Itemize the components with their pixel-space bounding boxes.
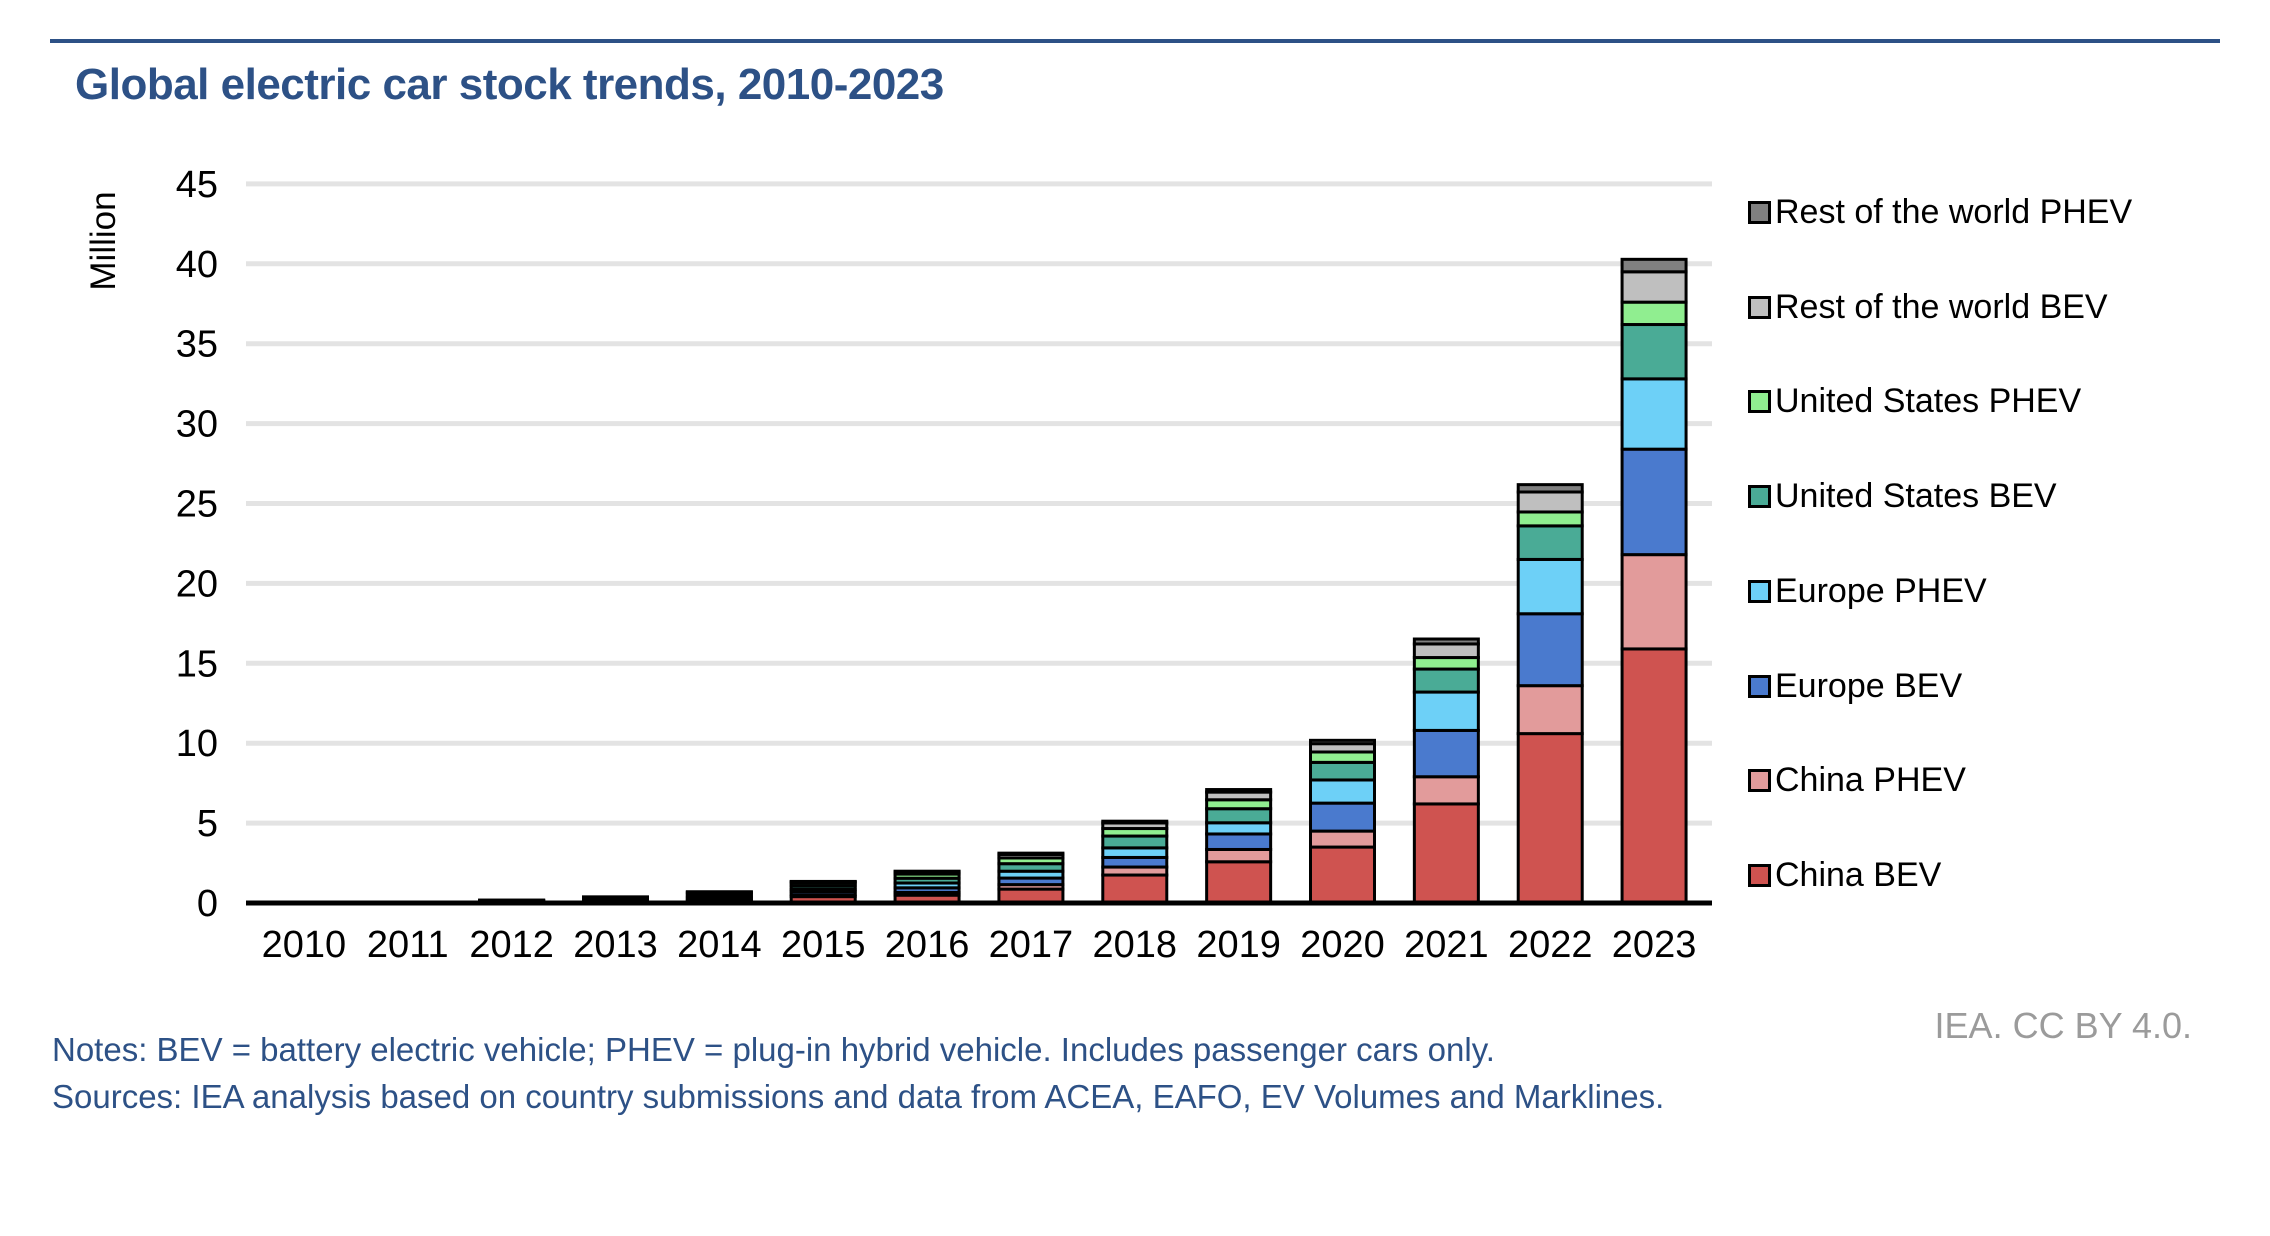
legend-label: China BEV	[1775, 855, 1942, 894]
legend-label: Europe PHEV	[1775, 571, 1987, 610]
bar-segment-2018-united-states-bev	[1101, 834, 1169, 850]
legend-swatch-europe-bev	[1748, 674, 1771, 698]
bar-segment-2017-rest-of-the-world-phev	[997, 851, 1065, 856]
sources-line: Sources: IEA analysis based on country s…	[52, 1078, 1665, 1115]
y-tick-label: 40	[176, 244, 218, 286]
bar-segment-2022-china-phev	[1516, 684, 1584, 736]
legend-label: Europe BEV	[1775, 666, 1963, 705]
bar-segment-2022-rest-of-the-world-bev	[1516, 490, 1584, 514]
x-tick-label: 2012	[469, 924, 554, 966]
bar-segment-2022-rest-of-the-world-phev	[1516, 483, 1584, 494]
bar-segment-2023-europe-phev	[1620, 377, 1688, 451]
legend-label: United States PHEV	[1775, 382, 2082, 421]
bar-segment-2020-united-states-phev	[1309, 750, 1376, 764]
x-tick-label: 2023	[1612, 924, 1697, 966]
bar-segment-2021-europe-phev	[1412, 690, 1480, 732]
bar-segment-2020-china-phev	[1309, 829, 1376, 849]
x-tick-label: 2020	[1300, 924, 1385, 966]
legend-swatch-united-states-phev	[1748, 390, 1771, 414]
bar-segment-2021-china-bev	[1412, 802, 1480, 905]
y-tick-label: 10	[176, 723, 218, 765]
bar-segment-2022-united-states-phev	[1516, 510, 1584, 528]
top-divider	[50, 39, 2220, 43]
bar-segment-2019-europe-phev	[1205, 821, 1273, 836]
legend-item-united-states-bev: United States BEV	[1748, 477, 2248, 516]
legend-label: United States BEV	[1775, 477, 2057, 516]
bar-segment-2021-united-states-bev	[1412, 667, 1480, 694]
y-tick-label: 0	[197, 883, 218, 925]
bar-segment-2016-rest-of-the-world-phev	[893, 869, 961, 874]
x-tick-label: 2015	[781, 924, 866, 966]
legend-item-europe-phev: Europe PHEV	[1748, 572, 2248, 611]
x-tick-label: 2013	[573, 924, 658, 966]
legend-item-united-states-phev: United States PHEV	[1748, 382, 2248, 421]
bar-segment-2020-united-states-bev	[1309, 760, 1376, 782]
legend-item-china-phev: China PHEV	[1748, 761, 2248, 800]
bar-segment-2019-china-bev	[1205, 860, 1273, 905]
footnotes: Notes: BEV = battery electric vehicle; P…	[52, 1026, 1664, 1120]
legend-label: Rest of the world BEV	[1775, 287, 2108, 326]
x-tick-label: 2014	[677, 924, 762, 966]
legend-swatch-europe-phev	[1748, 579, 1771, 603]
bar-segment-2023-china-phev	[1620, 553, 1688, 651]
bar-segment-2022-united-states-bev	[1516, 524, 1584, 561]
legend-swatch-china-phev	[1748, 769, 1771, 793]
y-tick-label: 25	[176, 484, 218, 526]
legend-swatch-united-states-bev	[1748, 485, 1771, 509]
bar-segment-2020-china-bev	[1309, 845, 1376, 905]
legend-label: Rest of the world PHEV	[1775, 193, 2133, 231]
bar-segment-2022-europe-phev	[1516, 557, 1584, 616]
legend-item-rest-of-the-world-bev: Rest of the world BEV	[1748, 288, 2248, 327]
y-tick-label: 35	[176, 324, 218, 366]
bar-segment-2019-europe-bev	[1205, 832, 1273, 851]
bar-segment-2019-china-phev	[1205, 847, 1273, 864]
bar-segment-2022-china-bev	[1516, 732, 1584, 905]
bar-segment-2021-europe-bev	[1412, 728, 1480, 779]
x-tick-label: 2011	[367, 924, 449, 966]
bar-segment-2020-rest-of-the-world-phev	[1309, 738, 1376, 746]
bar-segment-2019-united-states-bev	[1205, 807, 1273, 825]
x-tick-label: 2016	[885, 924, 970, 966]
bar-segment-2021-united-states-phev	[1412, 656, 1480, 671]
legend-item-china-bev: China BEV	[1748, 856, 2248, 895]
attribution-text: IEA. CC BY 4.0.	[1934, 1005, 2192, 1046]
notes-line: Notes: BEV = battery electric vehicle; P…	[52, 1031, 1495, 1068]
bar-segment-2018-rest-of-the-world-phev	[1101, 819, 1169, 825]
bar-segment-2020-europe-bev	[1309, 801, 1376, 833]
chart-legend: Rest of the world PHEV Rest of the world …	[1748, 193, 2248, 895]
bar-segment-2021-rest-of-the-world-bev	[1412, 642, 1480, 660]
bar-segment-2023-china-bev	[1620, 647, 1688, 905]
legend-swatch-rest-of-the-world-bev	[1748, 295, 1771, 319]
x-tick-label: 2010	[262, 924, 347, 966]
bar-segment-2023-rest-of-the-world-bev	[1620, 270, 1688, 304]
y-tick-label: 15	[176, 643, 218, 685]
bar-segment-2022-europe-bev	[1516, 612, 1584, 688]
bar-segment-2020-europe-phev	[1309, 778, 1376, 805]
bar-segment-2021-china-phev	[1412, 775, 1480, 806]
y-tick-label: 30	[176, 404, 218, 446]
bar-segment-2023-rest-of-the-world-phev	[1620, 257, 1688, 274]
legend-swatch-china-bev	[1748, 863, 1771, 887]
x-tick-label: 2022	[1508, 924, 1593, 966]
page-title: Global electric car stock trends, 2010-2…	[75, 60, 944, 109]
bar-segment-2023-united-states-phev	[1620, 300, 1688, 327]
x-tick-label: 2019	[1196, 924, 1281, 966]
x-tick-label: 2021	[1404, 924, 1489, 966]
bar-segment-2023-united-states-bev	[1620, 323, 1688, 381]
legend-item-rest-of-the-world-phev: Rest of the world PHEV	[1748, 193, 2248, 232]
y-tick-label: 20	[176, 563, 218, 605]
bar-segment-2019-rest-of-the-world-phev	[1205, 788, 1273, 794]
x-tick-label: 2018	[1093, 924, 1178, 966]
legend-item-europe-bev: Europe BEV	[1748, 667, 2248, 706]
legend-label: China PHEV	[1775, 761, 1966, 800]
bar-segment-2018-china-bev	[1101, 873, 1169, 905]
bar-segment-2021-rest-of-the-world-phev	[1412, 637, 1480, 646]
bar-segment-2023-europe-bev	[1620, 447, 1688, 557]
y-tick-label: 5	[197, 803, 218, 845]
x-tick-label: 2017	[989, 924, 1074, 966]
y-tick-label: 45	[176, 164, 218, 206]
legend-swatch-rest-of-the-world-phev	[1748, 201, 1771, 224]
